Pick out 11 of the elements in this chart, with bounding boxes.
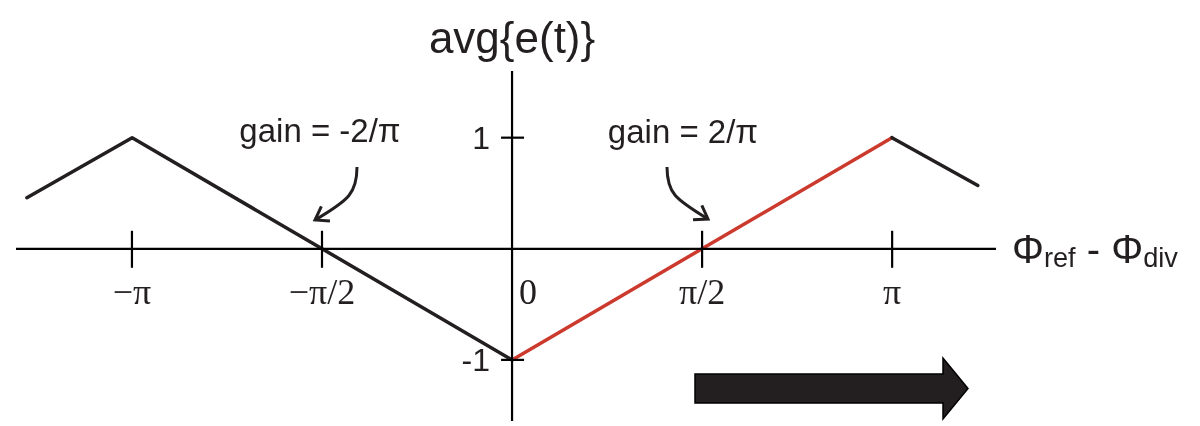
- annotation: gain = -2/π: [239, 111, 401, 149]
- x-tick-label: −π/2: [288, 271, 356, 312]
- x-tick-label: π: [883, 271, 902, 312]
- annotation: gain = 2/π: [607, 112, 759, 150]
- x-tick-label: −π: [112, 271, 152, 312]
- x-axis-title: Φ$_{ref}$ - Φ$_{div}$: [1012, 226, 1179, 273]
- x-tick-label: 0: [519, 271, 538, 312]
- y-tick-label: -1: [461, 341, 491, 378]
- x-tick-label: π/2: [679, 271, 726, 312]
- y-axis-title: avg{e(t)}: [428, 12, 596, 62]
- y-tick-label: 1: [472, 119, 491, 156]
